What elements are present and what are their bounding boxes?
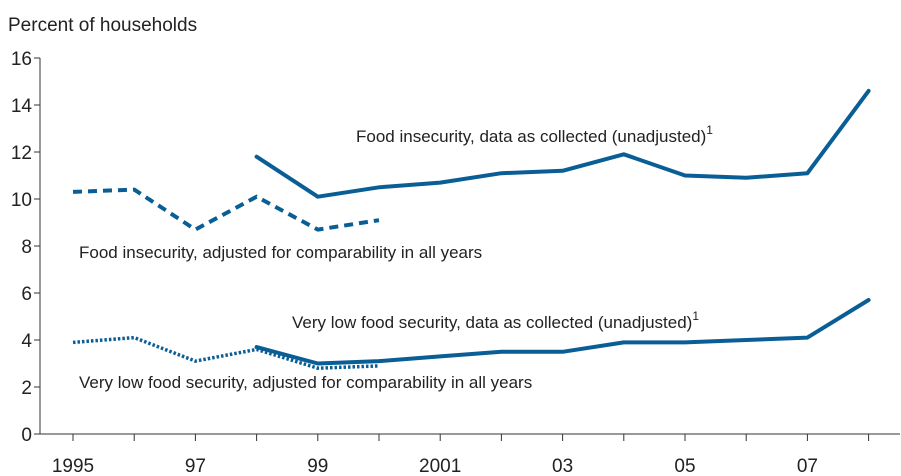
y-tick-label: 16 bbox=[11, 49, 32, 70]
series-line-3-solid bbox=[254, 298, 871, 366]
x-tick-label: 99 bbox=[307, 456, 328, 476]
y-tick-label: 2 bbox=[21, 378, 32, 399]
x-tick-label: 07 bbox=[797, 456, 818, 476]
annotation-food-insecurity-unadjusted: Food insecurity, data as collected (unad… bbox=[356, 123, 713, 146]
y-tick-label: 8 bbox=[21, 237, 32, 258]
x-tick-label: 05 bbox=[674, 456, 695, 476]
series-layer bbox=[72, 88, 871, 370]
y-tick-label: 4 bbox=[21, 331, 32, 352]
series-line-1-solid bbox=[254, 88, 871, 199]
x-tick-label: 97 bbox=[185, 456, 206, 476]
annotation-food-insecurity-adjusted: Food insecurity, adjusted for comparabil… bbox=[79, 243, 482, 262]
annotation-very-low-food-security-adjusted: Very low food security, adjusted for com… bbox=[79, 373, 532, 392]
y-tick-label: 0 bbox=[21, 425, 32, 446]
y-tick-label: 10 bbox=[11, 190, 32, 211]
x-tick-label: 1995 bbox=[52, 456, 94, 476]
y-tick-label: 6 bbox=[21, 284, 32, 305]
x-tick-label: 03 bbox=[552, 456, 573, 476]
annotation-very-low-food-security-unadjusted: Very low food security, data as collecte… bbox=[292, 309, 699, 332]
x-tick-label: 2001 bbox=[419, 456, 461, 476]
y-tick-label: 12 bbox=[11, 143, 32, 164]
y-axis-label: Percent of households bbox=[8, 15, 197, 36]
y-tick-label: 14 bbox=[11, 96, 33, 117]
axes: 0 2 4 6 8 10 12 14 16 1995 97 99 2001 03 05 07 bbox=[11, 49, 900, 476]
series-line-4-dotted bbox=[72, 335, 380, 370]
series-line-2-dashed bbox=[72, 187, 380, 232]
